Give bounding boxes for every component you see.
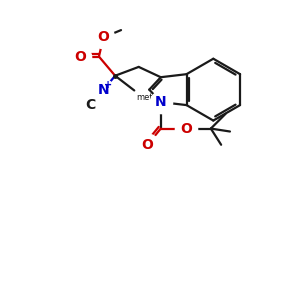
Text: methyl: methyl [136, 93, 166, 102]
Text: O: O [180, 122, 192, 136]
Text: O: O [98, 31, 109, 44]
Text: O: O [142, 138, 154, 152]
Text: N: N [98, 83, 109, 97]
Text: O: O [74, 50, 86, 64]
Text: C: C [86, 98, 96, 112]
Text: +: + [104, 80, 112, 90]
Text: N: N [155, 95, 166, 109]
